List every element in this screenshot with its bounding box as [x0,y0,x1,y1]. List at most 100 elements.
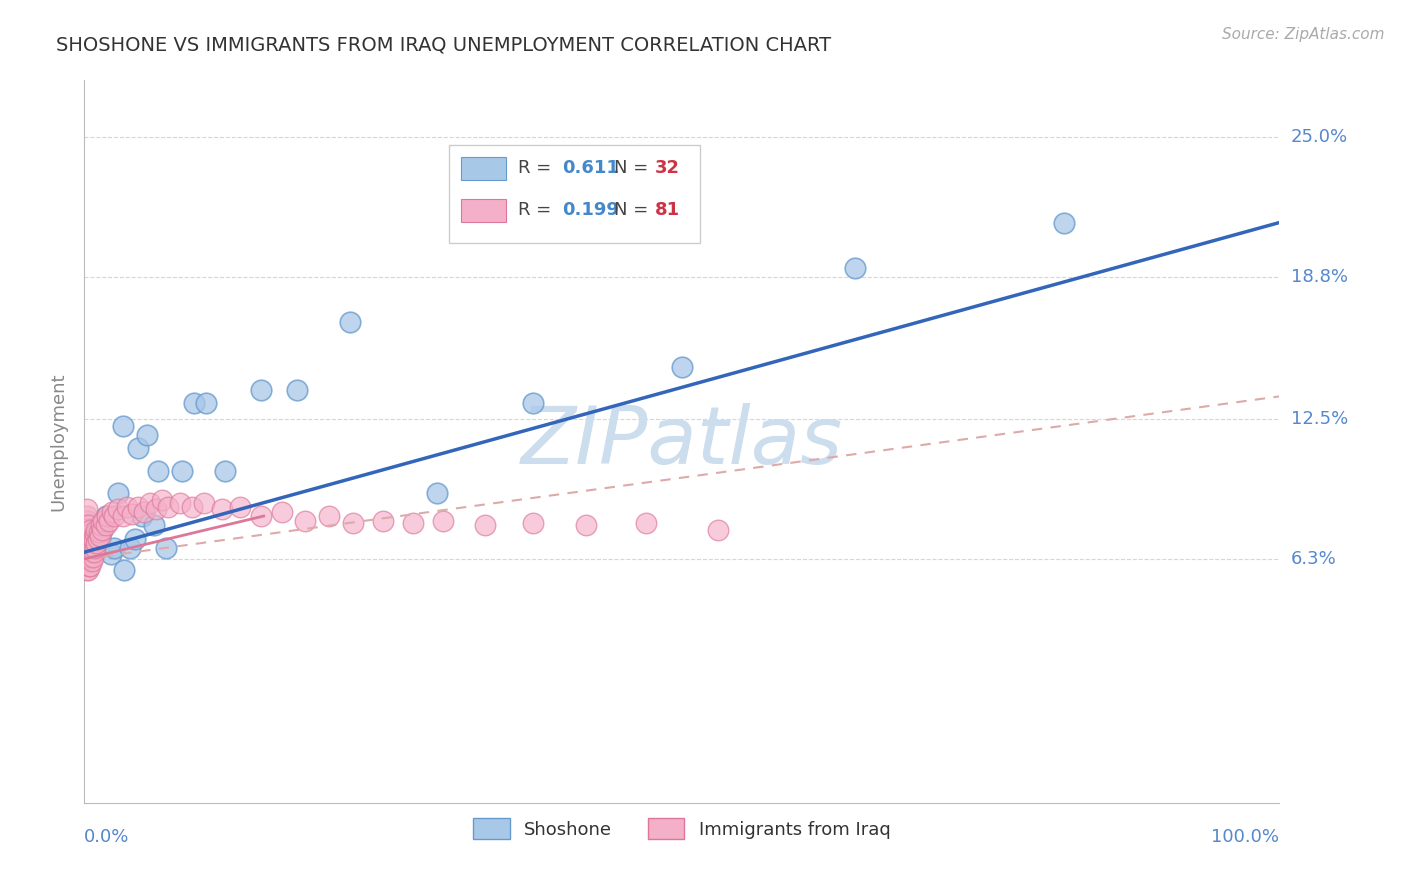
Point [77,558,100,573]
Text: N =: N = [614,202,654,219]
Text: 0.611: 0.611 [562,160,619,178]
Point [111,418,134,433]
Text: ZIPatlas: ZIPatlas [520,402,844,481]
Text: N =: N = [614,160,654,178]
Point [157,500,180,514]
Point [77,548,100,562]
Text: 18.8%: 18.8% [1291,268,1347,285]
Bar [461,157,506,180]
Text: 6.3%: 6.3% [1291,550,1336,568]
Point [101,504,124,518]
Point [100,548,122,562]
Text: 25.0%: 25.0% [1291,128,1348,145]
Point [111,509,134,524]
Text: R =: R = [519,202,557,219]
Bar [461,199,506,222]
Point [124,532,146,546]
Point [76,518,98,533]
Point [94,509,117,524]
Point [77,527,100,541]
Point [132,504,156,518]
Point [117,500,139,514]
Point [127,442,149,456]
Point [76,541,98,555]
Point [77,563,100,577]
Point [96,509,118,524]
Point [83,533,105,548]
Point [270,504,292,518]
Point [318,509,340,524]
Point [76,532,98,546]
Point [250,383,273,397]
Point [121,507,143,521]
Point [77,532,100,546]
Point [76,563,98,577]
Point [522,396,544,410]
Point [294,514,316,528]
Point [76,524,98,539]
Point [79,541,101,555]
FancyBboxPatch shape [449,145,700,243]
Point [1053,215,1076,229]
Point [93,514,115,528]
Point [145,502,167,516]
Text: Source: ZipAtlas.com: Source: ZipAtlas.com [1222,27,1385,42]
Point [86,523,108,537]
Point [522,516,544,530]
Point [211,502,233,516]
Text: 0.0%: 0.0% [84,828,129,846]
Point [148,464,170,478]
Point [82,532,104,546]
Point [183,396,205,410]
Point [83,545,105,559]
Point [707,523,730,537]
Legend: Shoshone, Immigrants from Iraq: Shoshone, Immigrants from Iraq [464,809,900,848]
Point [80,545,103,559]
Point [79,558,101,573]
Point [77,524,100,539]
Point [432,514,454,528]
Point [84,527,107,541]
Point [112,563,135,577]
Point [77,541,100,555]
Point [77,552,100,566]
Point [91,523,114,537]
Point [139,495,162,509]
Text: SHOSHONE VS IMMIGRANTS FROM IRAQ UNEMPLOYMENT CORRELATION CHART: SHOSHONE VS IMMIGRANTS FROM IRAQ UNEMPLO… [56,36,831,54]
Point [169,495,191,509]
Point [84,541,107,555]
Point [94,518,117,533]
Point [107,502,129,516]
Point [91,523,114,537]
Point [76,554,98,568]
Point [82,549,104,564]
Point [90,518,112,533]
Point [76,548,98,562]
Point [86,532,108,546]
Text: 32: 32 [654,160,679,178]
Point [87,541,110,555]
Point [172,464,194,478]
Point [87,524,110,539]
Point [118,541,141,555]
Point [76,536,98,550]
Point [98,514,121,528]
Text: 81: 81 [654,202,679,219]
Text: 12.5%: 12.5% [1291,410,1348,428]
Point [86,536,108,550]
Point [79,523,101,537]
Text: 0.199: 0.199 [562,202,619,219]
Point [575,518,598,533]
Point [103,541,125,555]
Point [193,495,215,509]
Point [229,500,252,514]
Point [77,514,100,528]
Point [131,509,153,524]
Point [155,541,177,555]
Y-axis label: Unemployment: Unemployment [49,372,67,511]
Point [76,509,98,524]
Point [636,516,658,530]
Point [80,536,103,550]
Point [77,518,100,533]
Point [135,427,157,442]
